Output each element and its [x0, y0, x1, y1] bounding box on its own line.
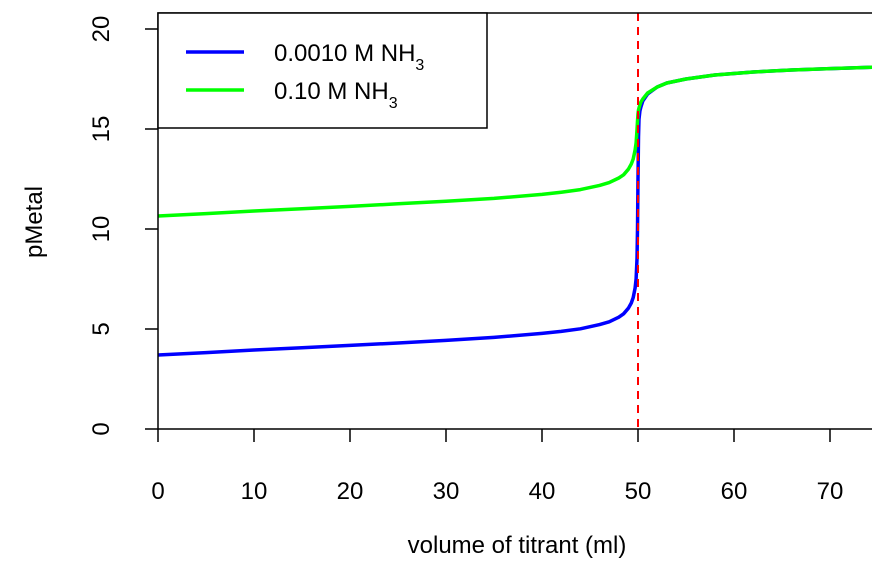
plot-lines	[157, 65, 872, 357]
x-tick-label: 20	[337, 478, 364, 505]
y-tick-label: 10	[88, 216, 115, 243]
y-tick-label: 15	[88, 116, 115, 143]
x-tick-label: 50	[625, 478, 652, 505]
x-tick-label: 0	[151, 478, 164, 505]
x-tick-label: 70	[817, 478, 844, 505]
plot-frame	[157, 12, 872, 430]
y-tick-label: 0	[88, 422, 115, 435]
legend-label-series-2: 0.10 M NH3	[274, 78, 398, 112]
x-tick-label: 60	[721, 478, 748, 505]
x-axis-title: volume of titrant (ml)	[408, 532, 627, 559]
x-tick-label: 40	[529, 478, 556, 505]
series-line-2	[157, 65, 872, 218]
legend-box	[157, 12, 488, 129]
x-tick-label: 10	[241, 478, 268, 505]
legend: 0.0010 M NH3 0.10 M NH3	[157, 12, 488, 129]
legend-label-series-1: 0.0010 M NH3	[274, 40, 424, 74]
y-tick-label: 20	[88, 16, 115, 43]
y-axis: 0 5 10 15 20	[88, 16, 158, 436]
y-tick-label: 5	[88, 322, 115, 335]
x-axis: 0 10 20 30 40 50 60 70	[151, 429, 843, 505]
y-axis-title: pMetal	[21, 186, 48, 258]
x-tick-label: 30	[433, 478, 460, 505]
